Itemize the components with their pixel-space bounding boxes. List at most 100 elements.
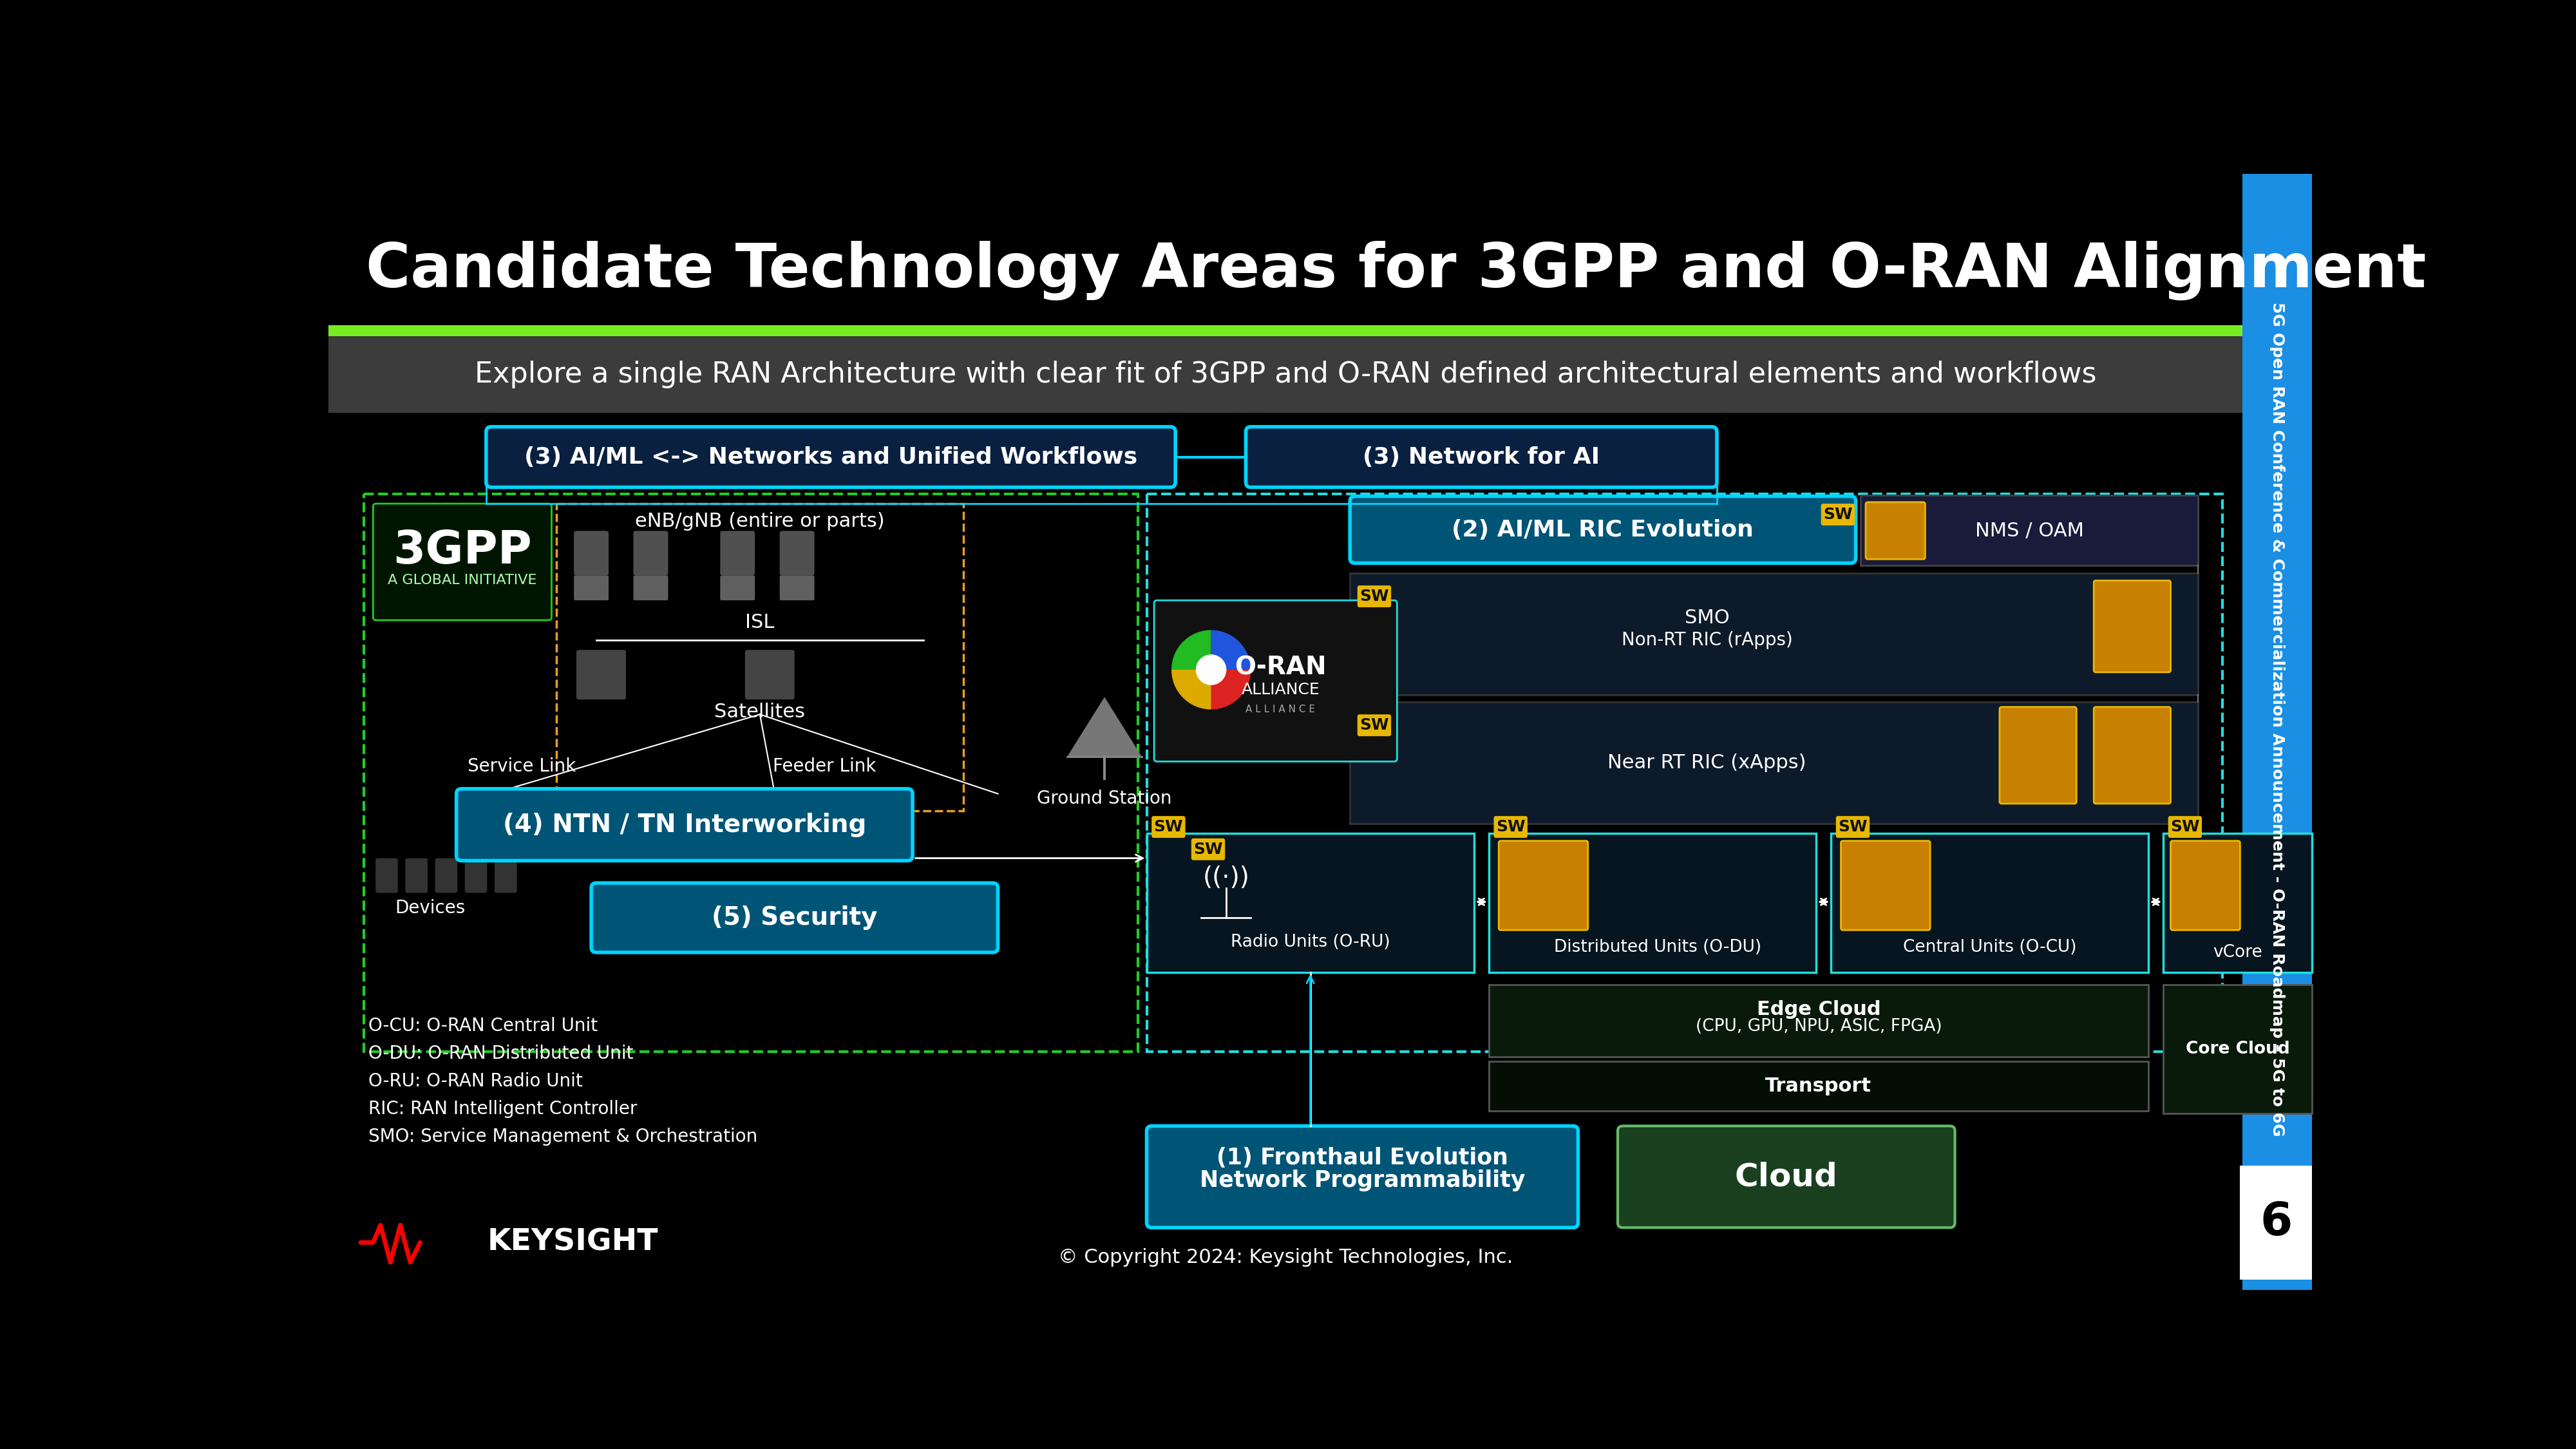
- FancyBboxPatch shape: [1618, 1126, 1955, 1227]
- FancyBboxPatch shape: [1247, 427, 1716, 487]
- FancyBboxPatch shape: [330, 336, 2244, 413]
- FancyBboxPatch shape: [574, 575, 608, 600]
- Text: (4) NTN / TN Interworking: (4) NTN / TN Interworking: [502, 813, 866, 838]
- Text: Network Programmability: Network Programmability: [1200, 1169, 1525, 1191]
- Text: (3) AI/ML <-> Networks and Unified Workflows: (3) AI/ML <-> Networks and Unified Workf…: [523, 446, 1139, 468]
- FancyBboxPatch shape: [495, 858, 518, 893]
- Text: ALLIANCE: ALLIANCE: [1242, 682, 1319, 697]
- FancyBboxPatch shape: [1489, 1062, 2148, 1111]
- Text: Satellites: Satellites: [714, 703, 806, 722]
- FancyBboxPatch shape: [1489, 833, 1816, 972]
- Text: O-CU: O-RAN Central Unit: O-CU: O-RAN Central Unit: [368, 1017, 598, 1035]
- FancyBboxPatch shape: [330, 413, 2244, 1290]
- Text: Central Units (O-CU): Central Units (O-CU): [1904, 939, 2076, 956]
- FancyBboxPatch shape: [1489, 985, 2148, 1056]
- FancyBboxPatch shape: [2172, 840, 2241, 930]
- FancyBboxPatch shape: [1358, 585, 1391, 607]
- FancyBboxPatch shape: [744, 651, 793, 700]
- FancyBboxPatch shape: [577, 651, 626, 700]
- FancyBboxPatch shape: [1350, 572, 2197, 694]
- Wedge shape: [1172, 669, 1211, 710]
- FancyBboxPatch shape: [435, 858, 459, 893]
- Wedge shape: [1172, 630, 1211, 669]
- FancyBboxPatch shape: [330, 174, 2244, 325]
- FancyBboxPatch shape: [2094, 707, 2172, 804]
- Wedge shape: [1211, 630, 1252, 669]
- FancyBboxPatch shape: [1821, 504, 1855, 526]
- FancyBboxPatch shape: [1865, 503, 1924, 559]
- FancyBboxPatch shape: [1837, 816, 1870, 838]
- FancyBboxPatch shape: [464, 858, 487, 893]
- Text: A L L I A N C E: A L L I A N C E: [1247, 704, 1316, 714]
- Text: Service Link: Service Link: [469, 758, 577, 775]
- FancyBboxPatch shape: [1350, 496, 1855, 564]
- Text: eNB/gNB (entire or parts): eNB/gNB (entire or parts): [636, 511, 884, 530]
- FancyBboxPatch shape: [2169, 816, 2202, 838]
- Text: Transport: Transport: [1765, 1077, 1873, 1095]
- Text: Radio Units (O-RU): Radio Units (O-RU): [1231, 935, 1391, 951]
- Text: O-RAN: O-RAN: [1234, 655, 1327, 680]
- FancyBboxPatch shape: [1146, 1126, 1579, 1227]
- Text: SMO: SMO: [1685, 609, 1728, 627]
- Text: vCore: vCore: [2213, 945, 2262, 961]
- FancyBboxPatch shape: [1832, 833, 2148, 972]
- FancyBboxPatch shape: [1860, 496, 2197, 565]
- Text: SW: SW: [1360, 717, 1388, 733]
- Circle shape: [1195, 655, 1226, 684]
- Text: Devices: Devices: [394, 898, 466, 917]
- Text: 6: 6: [2259, 1200, 2293, 1245]
- Text: Cloud: Cloud: [1734, 1162, 1837, 1193]
- FancyBboxPatch shape: [634, 530, 667, 575]
- Wedge shape: [1211, 669, 1252, 710]
- Text: 3GPP: 3GPP: [394, 529, 531, 572]
- Polygon shape: [1066, 697, 1141, 756]
- Text: Explore a single RAN Architecture with clear fit of 3GPP and O-RAN defined archi: Explore a single RAN Architecture with c…: [474, 361, 2097, 388]
- FancyBboxPatch shape: [721, 575, 755, 600]
- FancyBboxPatch shape: [374, 504, 551, 620]
- Text: RIC: RAN Intelligent Controller: RIC: RAN Intelligent Controller: [368, 1100, 636, 1119]
- FancyBboxPatch shape: [1499, 840, 1587, 930]
- FancyBboxPatch shape: [1350, 701, 2197, 823]
- Text: NMS / OAM: NMS / OAM: [1976, 522, 2084, 540]
- Text: SW: SW: [1360, 588, 1388, 604]
- FancyBboxPatch shape: [1151, 816, 1185, 838]
- Text: (1) Fronthaul Evolution: (1) Fronthaul Evolution: [1216, 1148, 1507, 1169]
- FancyBboxPatch shape: [404, 858, 428, 893]
- FancyBboxPatch shape: [2094, 581, 2172, 672]
- FancyBboxPatch shape: [1494, 816, 1528, 838]
- Text: SW: SW: [1824, 507, 1852, 522]
- FancyBboxPatch shape: [574, 530, 608, 575]
- Text: O-DU: O-RAN Distributed Unit: O-DU: O-RAN Distributed Unit: [368, 1045, 634, 1062]
- FancyBboxPatch shape: [1190, 839, 1226, 861]
- Text: © Copyright 2024: Keysight Technologies, Inc.: © Copyright 2024: Keysight Technologies,…: [1059, 1248, 1512, 1266]
- Text: SW: SW: [1154, 819, 1182, 835]
- Text: SW: SW: [1193, 842, 1224, 856]
- Text: (CPU, GPU, NPU, ASIC, FPGA): (CPU, GPU, NPU, ASIC, FPGA): [1695, 1019, 1942, 1035]
- FancyBboxPatch shape: [1999, 707, 2076, 804]
- Text: Edge Cloud: Edge Cloud: [1757, 1000, 1880, 1019]
- FancyBboxPatch shape: [1154, 600, 1396, 762]
- Text: KEYSIGHT: KEYSIGHT: [487, 1227, 657, 1256]
- FancyBboxPatch shape: [487, 427, 1175, 487]
- Text: Candidate Technology Areas for 3GPP and O-RAN Alignment: Candidate Technology Areas for 3GPP and …: [366, 241, 2427, 300]
- FancyBboxPatch shape: [2164, 833, 2313, 972]
- FancyBboxPatch shape: [2244, 174, 2313, 1290]
- FancyBboxPatch shape: [1358, 714, 1391, 736]
- Text: Distributed Units (O-DU): Distributed Units (O-DU): [1553, 939, 1762, 956]
- Text: Feeder Link: Feeder Link: [773, 758, 876, 775]
- Text: SMO: Service Management & Orchestration: SMO: Service Management & Orchestration: [368, 1127, 757, 1146]
- Text: (2) AI/ML RIC Evolution: (2) AI/ML RIC Evolution: [1453, 519, 1754, 540]
- Text: 5G Open RAN Conference & Commercialization Announcement - O-RAN Roadmap – 5G to : 5G Open RAN Conference & Commercializati…: [2269, 303, 2285, 1136]
- FancyBboxPatch shape: [592, 882, 997, 952]
- FancyBboxPatch shape: [634, 575, 667, 600]
- Text: Ground Station: Ground Station: [1038, 790, 1172, 807]
- FancyBboxPatch shape: [781, 575, 814, 600]
- Text: Core Cloud: Core Cloud: [2184, 1040, 2290, 1058]
- FancyBboxPatch shape: [456, 788, 912, 861]
- Text: (5) Security: (5) Security: [711, 906, 878, 930]
- Text: A GLOBAL INITIATIVE: A GLOBAL INITIATIVE: [389, 574, 536, 587]
- Text: SW: SW: [1497, 819, 1525, 835]
- FancyBboxPatch shape: [376, 858, 397, 893]
- Text: Near RT RIC (xApps): Near RT RIC (xApps): [1607, 753, 1806, 772]
- FancyBboxPatch shape: [781, 530, 814, 575]
